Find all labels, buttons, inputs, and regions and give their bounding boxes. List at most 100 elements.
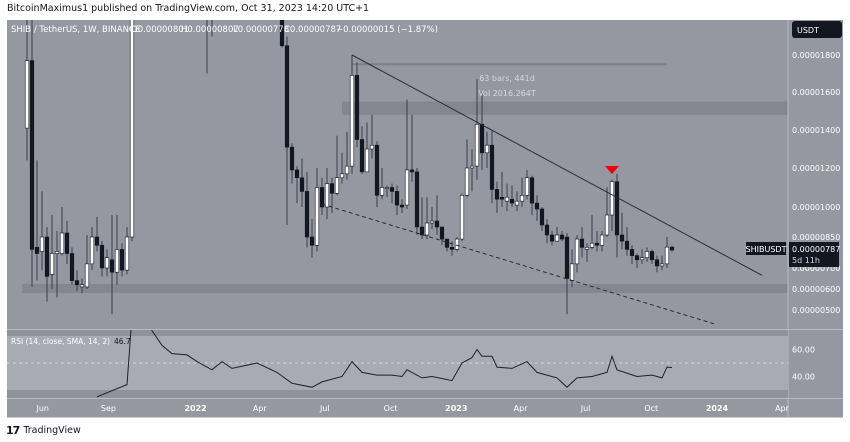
candle-up: [129, 20, 135, 238]
candle-up: [514, 200, 520, 206]
price-axis[interactable]: 0.00001800 0.00001600 0.00001400 0.00001200…: [792, 51, 840, 315]
candle-down: [29, 60, 35, 250]
candle-down: [624, 240, 630, 250]
price-zone: [22, 283, 788, 293]
candle-up: [469, 165, 475, 169]
rsi-line: [96, 330, 673, 398]
price-tick-label: 0.00001200: [792, 164, 840, 173]
candle-up: [384, 187, 390, 189]
candle-down: [439, 226, 445, 240]
price-tick-label: 0.00001400: [792, 126, 840, 135]
candle-up: [604, 214, 610, 236]
candle-down: [34, 247, 40, 254]
candle-up: [554, 234, 560, 242]
candle-up: [644, 251, 650, 258]
candle-down: [534, 202, 540, 210]
price-tick-label: 0.00001600: [792, 88, 840, 97]
candle-down: [69, 253, 75, 281]
candle-down: [64, 232, 70, 254]
support-trendline: [321, 203, 718, 326]
measure-bars-text: 63 bars, 441d: [479, 74, 535, 83]
candle-down: [444, 238, 450, 248]
time-tick-label: 2022: [184, 404, 206, 413]
candle-down: [74, 280, 80, 286]
time-tick-label: Oct: [384, 404, 398, 413]
candle-down: [394, 191, 400, 206]
candle-down: [509, 198, 515, 204]
candles-layer: [24, 20, 675, 315]
candle-down: [479, 124, 485, 154]
publisher-line: BitcoinMaximus1 published on TradingView…: [7, 3, 370, 14]
time-axis[interactable]: Jun Sep 2022 Apr Jul Oct 2023 Apr Jul Oct 2024 Apr: [35, 404, 789, 413]
candle-down: [414, 171, 420, 228]
rsi-title[interactable]: RSI (14, close, SMA, 14, 2): [11, 337, 110, 346]
price-tick-label: 0.00000700: [792, 264, 840, 273]
candle-up: [664, 246, 670, 265]
time-tick-label: 2024: [706, 404, 729, 413]
candle-down: [99, 244, 105, 269]
measure-volume-text: Vol 2016.264T: [478, 89, 536, 98]
last-price-box: [789, 242, 839, 267]
candle-up: [314, 187, 320, 246]
time-tick-label: Apr: [253, 404, 268, 413]
candle-up: [589, 242, 595, 248]
candle-up: [484, 144, 490, 154]
candle-down: [359, 139, 365, 173]
candle-down: [594, 242, 600, 246]
candle-up: [349, 75, 355, 167]
candle-down: [299, 177, 305, 192]
candle-up: [39, 236, 45, 252]
rsi-current-value: 46.7: [114, 337, 131, 346]
last-price-label: SHIBUSDT 0.00000787 5d 11h: [746, 242, 840, 267]
candle-down: [579, 238, 585, 248]
candle-up: [369, 144, 375, 150]
candle-down: [294, 169, 300, 179]
candle-up: [89, 236, 95, 265]
candle-up: [124, 236, 130, 271]
candle-up: [24, 60, 30, 129]
time-tick-label: 2023: [445, 404, 467, 413]
candle-up: [569, 263, 575, 281]
candle-up: [59, 232, 65, 254]
candle-up: [324, 183, 330, 208]
candle-down: [304, 191, 310, 238]
time-tick-label: Jun: [35, 404, 49, 413]
time-tick-label: Apr: [775, 404, 790, 413]
candle-up: [504, 196, 510, 202]
symbol-legend[interactable]: SHIB / TetherUS, 1W, BINANCE O0.00000801…: [11, 25, 438, 35]
price-zone: [342, 101, 788, 115]
bar-countdown: 5d 11h: [792, 256, 820, 265]
candle-down: [619, 234, 625, 242]
candle-down: [549, 234, 555, 242]
red-down-triangle-icon: [605, 166, 619, 174]
time-tick-label: Apr: [514, 404, 529, 413]
candle-down: [374, 144, 380, 196]
candle-down: [399, 204, 405, 208]
candle-up: [584, 247, 590, 250]
candle-down: [629, 249, 635, 256]
time-tick-label: Jul: [580, 404, 591, 413]
symbol-price-tag: [746, 242, 786, 255]
candle-down: [109, 259, 115, 273]
ohlc-change: −0.00000015 (−1.87%): [336, 25, 438, 35]
currency-label: USDT: [797, 26, 819, 35]
zones-layer: [22, 63, 788, 293]
candle-up: [84, 263, 90, 288]
candle-up: [519, 195, 525, 202]
candle-up: [344, 165, 350, 175]
rsi-tick-label: 60.00: [792, 346, 815, 355]
last-price-value: 0.00000787: [792, 245, 840, 254]
ohlc-high: H0.00000807: [181, 25, 239, 35]
time-tick-label: Oct: [644, 404, 658, 413]
candle-down: [649, 251, 655, 261]
candle-up: [334, 177, 340, 194]
candle-down: [409, 169, 415, 173]
symbol-title[interactable]: SHIB / TetherUS, 1W, BINANCE: [11, 25, 140, 35]
candle-up: [114, 249, 120, 273]
candle-down: [544, 224, 550, 236]
candle-up: [339, 173, 345, 179]
candle-down: [494, 189, 500, 200]
currency-badge[interactable]: [792, 21, 842, 38]
candle-down: [634, 255, 640, 261]
